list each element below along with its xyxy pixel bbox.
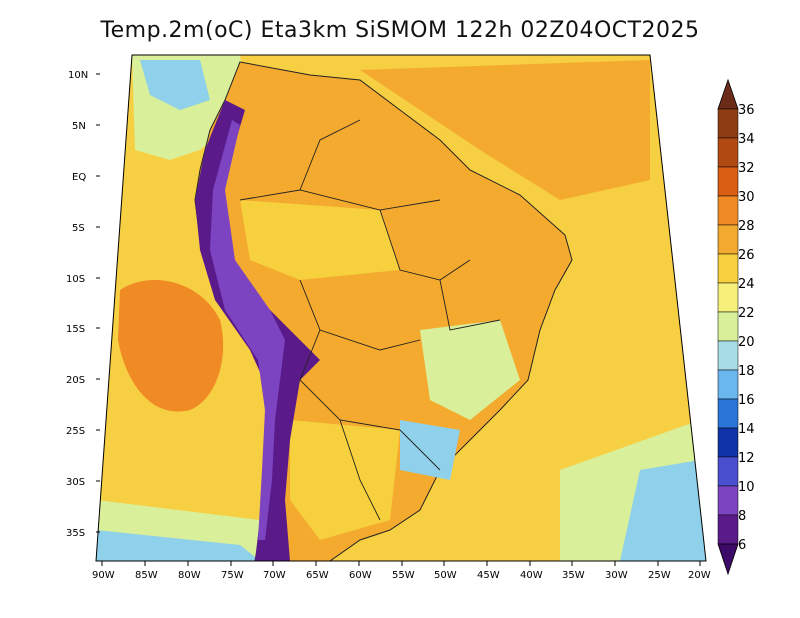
colorbar-segment: [717, 485, 739, 516]
colorbar-segment: [717, 398, 739, 429]
y-tick-label: 35S: [66, 528, 85, 539]
y-tick-label: 5N: [72, 121, 86, 132]
colorbar-label: 22: [738, 306, 755, 321]
x-tick-label: 40W: [520, 570, 543, 581]
x-tick-label: 30W: [605, 570, 628, 581]
colorbar-segment: [717, 195, 739, 226]
colorbar-label: 16: [738, 393, 755, 408]
colorbar-label: 14: [738, 422, 755, 437]
colorbar-top-arrow: [717, 78, 739, 110]
atlantic-cold-south: [620, 460, 706, 561]
south-brazil-cold: [400, 420, 460, 480]
y-tick-label: 25S: [66, 426, 85, 437]
y-tick-label: 20S: [66, 375, 85, 386]
colorbar-segment: [717, 282, 739, 313]
colorbar-label: 10: [738, 480, 755, 495]
x-tick-label: 25W: [648, 570, 671, 581]
colorbar: 36 34 32 30 28 26 24 22 20 18 16 14 12 1…: [717, 78, 755, 576]
y-tick-label: 10S: [66, 274, 85, 285]
pacific-cold-north: [140, 60, 210, 110]
southeast-brazil-cool: [420, 320, 520, 420]
map-frame: [95, 54, 707, 562]
x-tick-label: 80W: [178, 570, 201, 581]
andes-cold-core: [210, 120, 285, 540]
colorbar-segment: [717, 224, 739, 255]
x-tick-label: 20W: [688, 570, 711, 581]
colorbar-label: 12: [738, 451, 755, 466]
colorbar-segment: [717, 514, 739, 545]
colorbar-segment: [717, 427, 739, 458]
colorbar-label: 34: [738, 132, 755, 147]
y-tick-label: 30S: [66, 477, 85, 488]
x-tick-label: 55W: [392, 570, 415, 581]
x-tick-label: 45W: [477, 570, 500, 581]
x-tick-label: 90W: [92, 570, 115, 581]
x-tick-label: 50W: [434, 570, 457, 581]
y-tick-label: 15S: [66, 324, 85, 335]
colorbar-segment: [717, 456, 739, 487]
colorbar-segment: [717, 166, 739, 197]
colorbar-label: 26: [738, 248, 755, 263]
colorbar-label: 8: [738, 509, 746, 524]
colorbar-segment: [717, 311, 739, 342]
colorbar-segment: [717, 340, 739, 371]
colorbar-label: 36: [738, 103, 755, 118]
colorbar-segment: [717, 253, 739, 284]
y-tick-label: 10N: [68, 70, 88, 81]
colorbar-bottom-arrow: [717, 543, 739, 576]
x-tick-label: 75W: [221, 570, 244, 581]
x-tick-label: 35W: [562, 570, 585, 581]
colorbar-segment: [717, 369, 739, 400]
y-tick-label: 5S: [72, 223, 85, 234]
colorbar-label: 30: [738, 190, 755, 205]
colorbar-label: 20: [738, 335, 755, 350]
x-tick-label: 60W: [349, 570, 372, 581]
x-axis: 90W 85W 80W 75W 70W 65W 60W 55W 50W 45W …: [92, 561, 711, 581]
x-tick-label: 85W: [135, 570, 158, 581]
atlantic-warm-band: [360, 60, 650, 200]
amazon-mild: [240, 200, 400, 280]
map-title: Temp.2m(oC) Eta3km SiSMOM 122h 02Z04OCT2…: [100, 18, 700, 43]
southern-cold-band: [96, 530, 260, 561]
colorbar-segment: [717, 108, 739, 139]
colorbar-label: 6: [738, 538, 746, 553]
x-tick-label: 70W: [263, 570, 286, 581]
argentina-mild: [290, 420, 400, 540]
colorbar-label: 28: [738, 219, 755, 234]
temperature-field: [96, 55, 706, 561]
colorbar-label: 24: [738, 277, 755, 292]
y-tick-label: EQ: [72, 172, 86, 183]
colorbar-label: 18: [738, 364, 755, 379]
colorbar-segment: [717, 137, 739, 168]
x-tick-label: 65W: [306, 570, 329, 581]
y-axis: 10N 5N EQ 5S 10S 15S 20S 25S 30S 35S: [66, 70, 100, 539]
pacific-hot-patch: [118, 280, 224, 412]
country-borders: [239, 119, 501, 521]
colorbar-label: 32: [738, 161, 755, 176]
